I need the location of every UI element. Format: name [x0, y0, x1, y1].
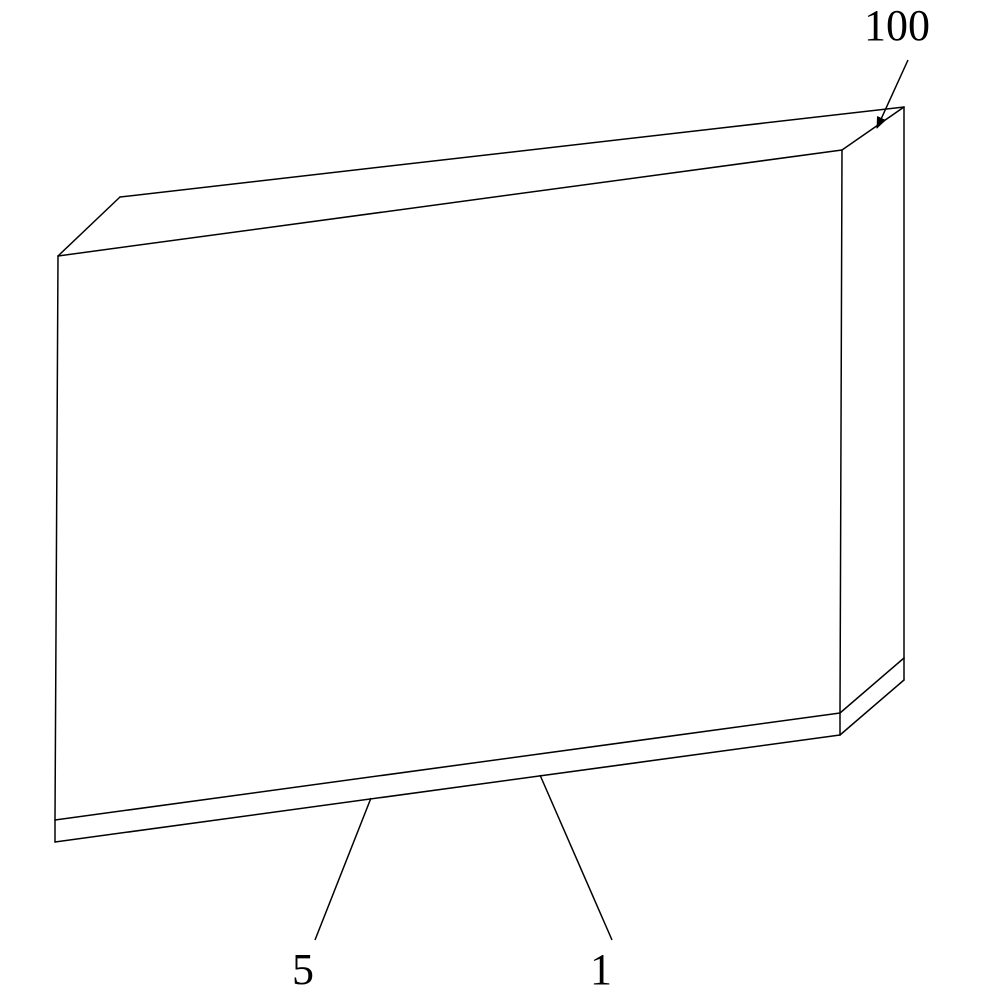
- label-1: 1: [590, 944, 612, 995]
- box-outline: [55, 107, 904, 842]
- label-1-leader: [540, 775, 612, 940]
- isometric-diagram: [0, 0, 984, 1000]
- label-5: 5: [292, 944, 314, 995]
- label-100: 100: [864, 0, 930, 51]
- label-5-leader: [315, 798, 371, 940]
- leader-lines: [315, 60, 908, 940]
